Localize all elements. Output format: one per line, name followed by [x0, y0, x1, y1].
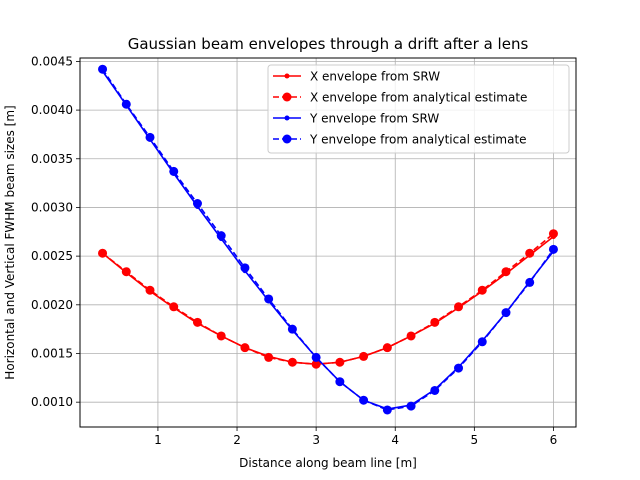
- data-point: [525, 277, 535, 287]
- data-point: [311, 352, 321, 362]
- legend-marker: [282, 92, 292, 102]
- data-point: [548, 244, 558, 254]
- data-point: [192, 199, 202, 209]
- x-tick-label: 3: [312, 433, 320, 447]
- data-point: [501, 267, 511, 277]
- data-point: [121, 99, 131, 109]
- data-point: [359, 395, 369, 405]
- data-point: [548, 229, 558, 239]
- data-point: [287, 357, 297, 367]
- x-tick-label: 6: [550, 433, 558, 447]
- data-point: [98, 248, 108, 258]
- data-point: [430, 385, 440, 395]
- data-point: [169, 302, 179, 312]
- data-point: [145, 132, 155, 142]
- legend: X envelope from SRW X envelope from analy…: [267, 64, 570, 154]
- data-point: [145, 285, 155, 295]
- data-point: [454, 363, 464, 373]
- legend-item: X envelope from analytical estimate: [273, 91, 527, 105]
- data-point: [216, 331, 226, 341]
- data-point: [501, 308, 511, 318]
- data-point: [335, 377, 345, 387]
- data-point: [311, 359, 321, 369]
- data-point: [264, 294, 274, 304]
- series-layer: [98, 64, 558, 415]
- series-x-envelope-from-analytical-estimate: [98, 229, 558, 369]
- series-line: [102, 233, 554, 366]
- data-point: [98, 64, 108, 74]
- series-y-envelope-from-analytical-estimate: [98, 64, 558, 415]
- legend-label: Y envelope from analytical estimate: [309, 133, 527, 147]
- data-point: [359, 351, 369, 361]
- y-tick-label: 0.0015: [31, 346, 73, 360]
- x-tick-label: 1: [154, 433, 162, 447]
- x-tick-label: 2: [233, 433, 241, 447]
- legend-box: [267, 64, 570, 154]
- data-point: [477, 285, 487, 295]
- legend-marker: [282, 134, 292, 144]
- data-point: [382, 343, 392, 353]
- data-point: [240, 343, 250, 353]
- legend-item: Y envelope from analytical estimate: [273, 133, 527, 147]
- y-tick-label: 0.0040: [31, 103, 73, 117]
- series-line: [101, 68, 555, 411]
- chart-title: Gaussian beam envelopes through a drift …: [128, 35, 529, 53]
- data-point: [406, 401, 416, 411]
- x-axis-label: Distance along beam line [m]: [239, 456, 417, 470]
- y-tick-label: 0.0025: [31, 249, 73, 263]
- legend-label: Y envelope from SRW: [309, 112, 439, 126]
- y-tick-label: 0.0020: [31, 298, 73, 312]
- y-tick-label: 0.0030: [31, 200, 73, 214]
- legend-marker: [284, 73, 290, 79]
- data-point: [382, 405, 392, 415]
- data-point: [287, 324, 297, 334]
- data-point: [192, 317, 202, 327]
- x-tick-label: 5: [471, 433, 479, 447]
- data-point: [335, 357, 345, 367]
- data-point: [264, 352, 274, 362]
- legend-label: X envelope from analytical estimate: [310, 91, 527, 105]
- y-tick-label: 0.0035: [31, 152, 73, 166]
- data-point: [525, 248, 535, 258]
- legend-label: X envelope from SRW: [310, 70, 440, 84]
- legend-marker: [284, 115, 290, 121]
- axis-ticks: 1 2 3 4 5 6 0.0010 0.0015 0.0020 0.0025 0.0030 0.00…: [31, 54, 557, 447]
- data-point: [121, 267, 131, 277]
- data-point: [240, 263, 250, 273]
- x-tick-label: 4: [391, 433, 399, 447]
- data-point: [169, 166, 179, 176]
- y-tick-label: 0.0010: [31, 395, 73, 409]
- data-point: [216, 231, 226, 241]
- data-point: [477, 337, 487, 347]
- legend-item: Y envelope from SRW: [273, 112, 439, 126]
- data-point: [454, 302, 464, 312]
- y-axis-label: Horizontal and Vertical FWHM beam sizes …: [3, 105, 17, 379]
- plot-frame: [79, 57, 577, 428]
- data-point: [406, 331, 416, 341]
- legend-item: X envelope from SRW: [273, 70, 440, 84]
- y-tick-label: 0.0045: [31, 54, 73, 68]
- data-point: [430, 317, 440, 327]
